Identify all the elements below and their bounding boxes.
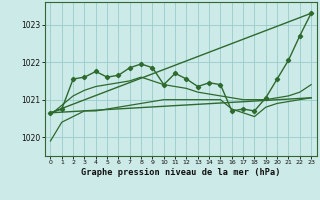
X-axis label: Graphe pression niveau de la mer (hPa): Graphe pression niveau de la mer (hPa) (81, 168, 281, 177)
